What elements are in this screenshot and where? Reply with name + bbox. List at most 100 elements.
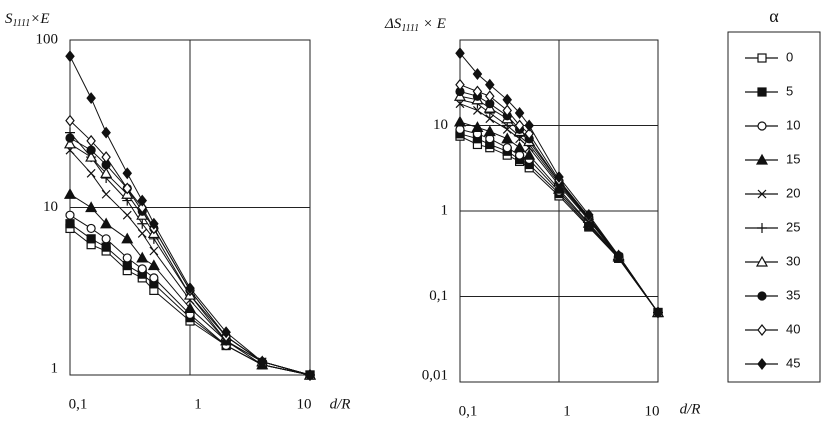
legend-marker [757, 53, 767, 63]
marker [137, 264, 147, 274]
series-line [69, 193, 311, 376]
marker [149, 273, 159, 283]
x-tick-label: 10 [297, 396, 312, 412]
marker [185, 282, 195, 295]
marker [513, 141, 526, 153]
marker [121, 232, 134, 244]
series-line [459, 128, 659, 313]
marker [100, 217, 113, 229]
legend-marker [757, 324, 767, 336]
y-tick-label: 1 [51, 360, 59, 376]
marker [485, 90, 495, 103]
marker [502, 143, 512, 153]
legend-label: 0 [786, 49, 793, 64]
legend-label: 30 [786, 253, 800, 268]
y-axis-label-part: ×E [30, 11, 49, 27]
marker [501, 132, 514, 144]
legend-marker [757, 223, 767, 233]
marker [257, 355, 268, 368]
marker [514, 107, 525, 119]
marker [183, 302, 197, 313]
marker [472, 68, 483, 80]
marker [122, 167, 133, 180]
marker [101, 234, 111, 244]
marker [122, 253, 132, 263]
marker [122, 210, 132, 220]
marker [63, 188, 77, 199]
legend-marker [757, 121, 767, 131]
marker [524, 127, 534, 140]
y-tick-label: 100 [36, 31, 59, 47]
legend-marker [757, 189, 767, 199]
x-axis-label: d/R [680, 401, 701, 417]
x-tick-label: 10 [645, 403, 660, 419]
x-axis-label: d/R [330, 396, 351, 412]
marker [101, 151, 111, 164]
marker [65, 210, 75, 220]
y-tick-label: 1 [441, 202, 449, 218]
marker [524, 119, 534, 132]
marker [471, 121, 484, 133]
y-tick-label: 10 [433, 117, 448, 133]
marker [86, 92, 96, 105]
marker [485, 114, 495, 124]
y-axis-label-part: × E [419, 16, 446, 32]
legend-label: 5 [786, 83, 793, 98]
legend-label: 25 [786, 219, 800, 234]
y-axis-label-part: 1111 [13, 18, 31, 29]
marker [85, 150, 98, 162]
marker [101, 126, 111, 139]
y-tick-label: 0,01 [422, 367, 448, 383]
marker [453, 115, 467, 127]
marker [137, 229, 147, 238]
marker [63, 137, 77, 149]
y-axis-label: S1111×E [5, 11, 50, 29]
series-line [459, 99, 659, 313]
y-tick-label: 0,1 [429, 288, 448, 304]
y-axis-label: ΔS1111 × E [384, 16, 446, 34]
marker [85, 201, 98, 213]
legend-label: 40 [786, 321, 800, 336]
marker [149, 246, 159, 256]
marker [472, 85, 483, 98]
marker [100, 167, 113, 178]
marker [86, 134, 96, 147]
marker [455, 78, 465, 91]
y-axis-label-part: 1111 [401, 23, 419, 34]
y-axis-label-part: ΔS [384, 16, 402, 32]
marker [584, 208, 594, 221]
series-line [69, 132, 311, 376]
marker [137, 194, 148, 207]
marker [101, 242, 111, 252]
y-axis-label-part: S [5, 11, 13, 27]
marker [485, 78, 495, 91]
legend-marker [757, 358, 767, 370]
marker [613, 249, 624, 262]
legend-label: 45 [786, 355, 800, 370]
marker [65, 133, 75, 143]
marker [653, 306, 663, 319]
series-line [459, 84, 659, 313]
legend-marker [757, 291, 767, 301]
series-line [69, 214, 311, 376]
marker [149, 217, 159, 230]
marker [554, 171, 564, 183]
series-line [69, 120, 311, 376]
marker [305, 369, 315, 381]
marker [86, 223, 96, 234]
marker [515, 150, 525, 160]
marker [221, 326, 231, 339]
x-tick-label: 1 [563, 403, 571, 419]
marker [65, 219, 75, 229]
marker [136, 251, 149, 263]
marker [122, 182, 133, 195]
legend-box [727, 31, 821, 383]
x-tick-label: 1 [194, 396, 202, 412]
marker [514, 119, 525, 132]
legend-marker [755, 153, 769, 165]
marker [65, 114, 75, 127]
legend-label: 35 [786, 287, 800, 302]
series-line [459, 133, 659, 313]
marker [523, 148, 536, 160]
